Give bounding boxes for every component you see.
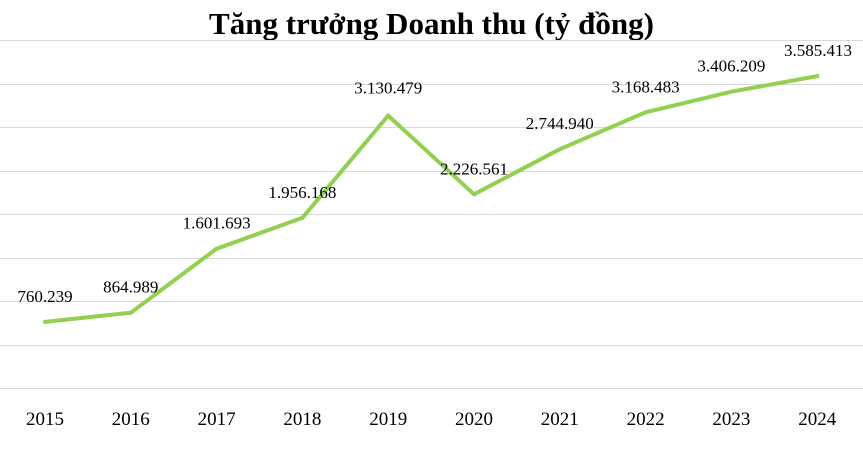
data-label-2018: 1.956.168 <box>268 183 336 202</box>
data-point-2018 <box>300 215 305 220</box>
x-tick-2018: 2018 <box>283 409 321 430</box>
data-point-2024 <box>815 74 820 79</box>
data-label-2017: 1.601.693 <box>183 214 251 233</box>
data-point-2017 <box>214 246 219 251</box>
x-tick-2022: 2022 <box>627 409 665 430</box>
data-label-2023: 3.406.209 <box>697 57 765 76</box>
x-tick-2024: 2024 <box>798 409 837 430</box>
series-line <box>43 74 820 324</box>
series-revenue <box>43 74 820 324</box>
data-labels: 760.239 864.989 1.601.693 1.956.168 3.130.47… <box>17 41 852 306</box>
data-label-2021: 2.744.940 <box>526 114 594 133</box>
x-tick-2015: 2015 <box>26 409 64 430</box>
x-tick-2020: 2020 <box>455 409 493 430</box>
data-label-2015: 760.239 <box>17 287 72 306</box>
x-tick-2017: 2017 <box>198 409 236 430</box>
data-point-2022 <box>643 110 648 115</box>
data-point-2015 <box>43 319 47 324</box>
data-label-2020: 2.226.561 <box>440 159 508 178</box>
x-tick-2016: 2016 <box>112 409 150 430</box>
data-label-2024: 3.585.413 <box>784 41 852 60</box>
x-axis-ticks: 2015 2016 2017 2018 2019 2020 2021 2022 2023 2024 <box>26 409 837 430</box>
chart-title: Tăng trưởng Doanh thu (tỷ đồng) <box>209 6 654 41</box>
x-tick-2023: 2023 <box>712 409 750 430</box>
data-point-2023 <box>729 89 734 94</box>
data-label-2019: 3.130.479 <box>354 79 422 98</box>
data-label-2016: 864.989 <box>103 278 158 297</box>
x-tick-2019: 2019 <box>369 409 407 430</box>
data-point-2020 <box>472 192 476 197</box>
data-label-2022: 3.168.483 <box>612 77 680 96</box>
data-point-2019 <box>386 113 391 118</box>
x-tick-2021: 2021 <box>541 409 579 430</box>
data-point-2021 <box>557 147 562 152</box>
data-point-2016 <box>128 310 133 315</box>
